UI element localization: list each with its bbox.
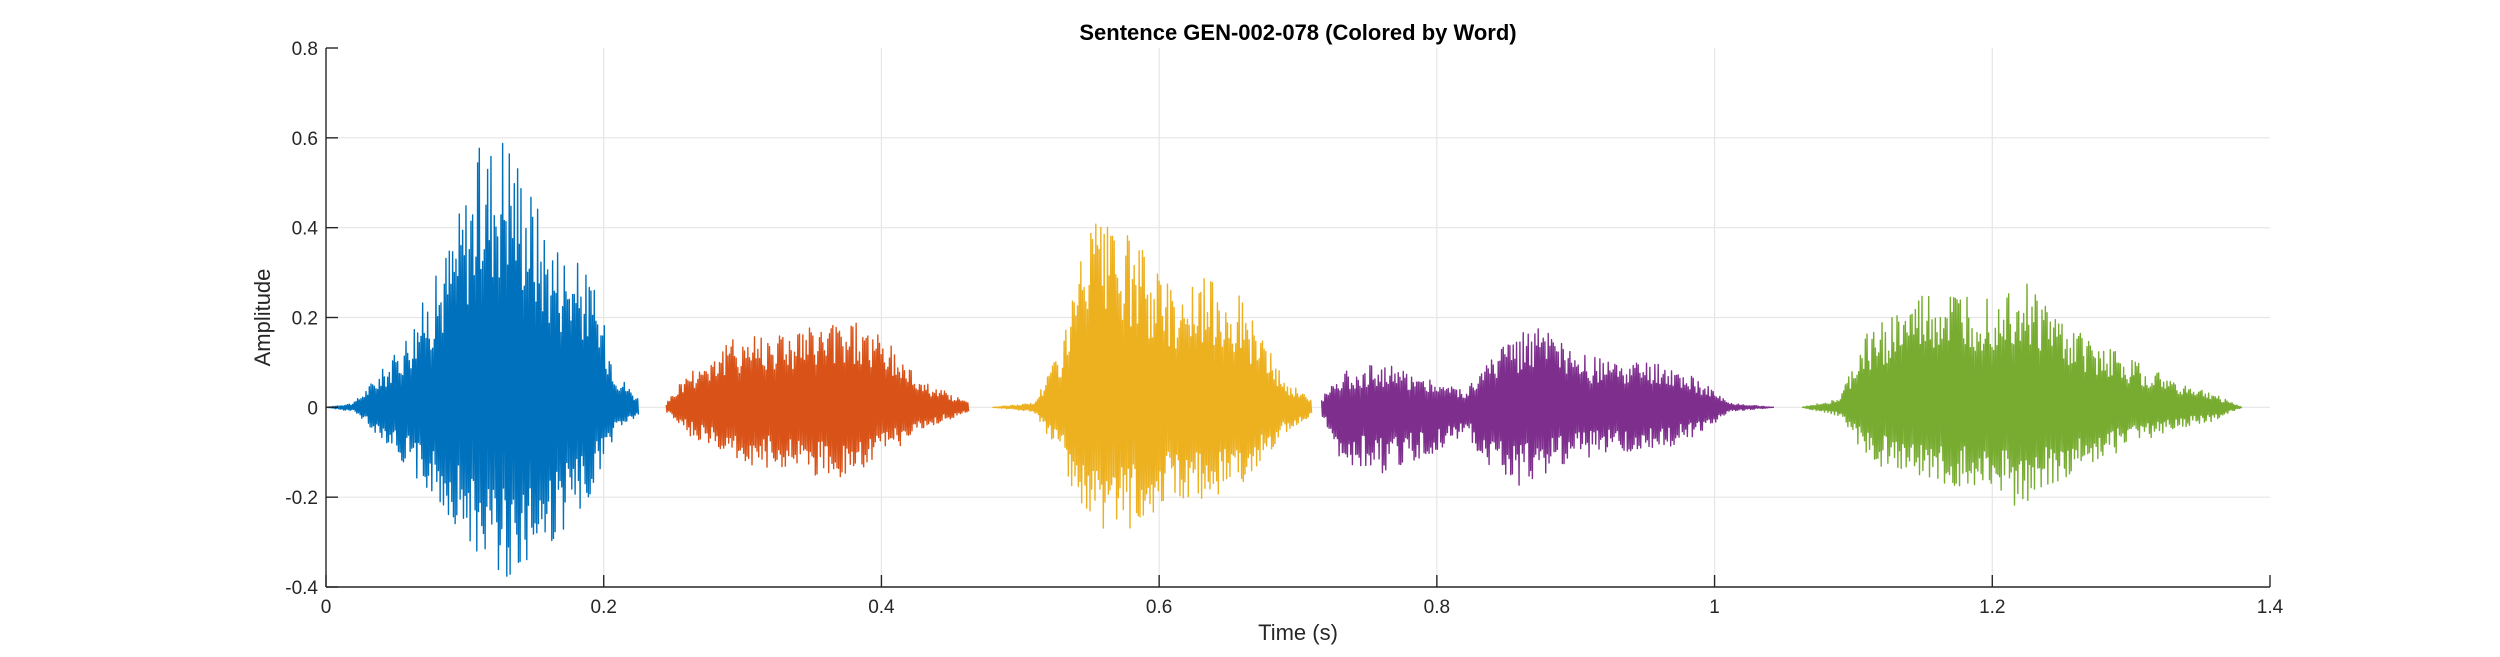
chart-title: Sentence GEN-002-078 (Colored by Word) (1079, 20, 1516, 45)
word-4-waveform (1320, 328, 1775, 486)
x-tick-label: 1.2 (1979, 597, 2005, 618)
x-tick-label: 0.8 (1424, 597, 1450, 618)
x-axis-label: Time (s) (1258, 620, 1338, 645)
x-tick-label: 0.6 (1146, 597, 1172, 618)
x-tick-label: 0.2 (591, 597, 617, 618)
x-tick-label: 1.4 (2257, 597, 2284, 618)
y-tick-label: 0.6 (292, 129, 318, 150)
x-tick-labels: 0 0.2 0.4 0.6 0.8 1 1.2 1.4 (321, 597, 2284, 618)
y-tick-label: 0.4 (292, 219, 319, 240)
y-tick-label: 0.2 (292, 309, 318, 330)
word-2-waveform (665, 322, 970, 478)
word-1-waveform (325, 142, 640, 577)
y-tick-label: -0.4 (285, 578, 318, 599)
y-axis-label: Amplitude (250, 269, 275, 367)
word-5-waveform (1801, 283, 2243, 506)
x-tick-label: 0 (321, 597, 332, 618)
series-layer (325, 142, 2243, 577)
word-3-waveform (992, 223, 1313, 529)
x-tick-label: 1 (1709, 597, 1720, 618)
y-tick-label: 0 (307, 398, 318, 419)
x-tick-label: 0.4 (868, 597, 895, 618)
y-tick-labels: -0.4 -0.2 0 0.2 0.4 0.6 0.8 (285, 39, 318, 599)
y-tick-label: 0.8 (292, 39, 318, 60)
y-tick-label: -0.2 (285, 488, 318, 509)
axes-layer (325, 47, 2271, 588)
